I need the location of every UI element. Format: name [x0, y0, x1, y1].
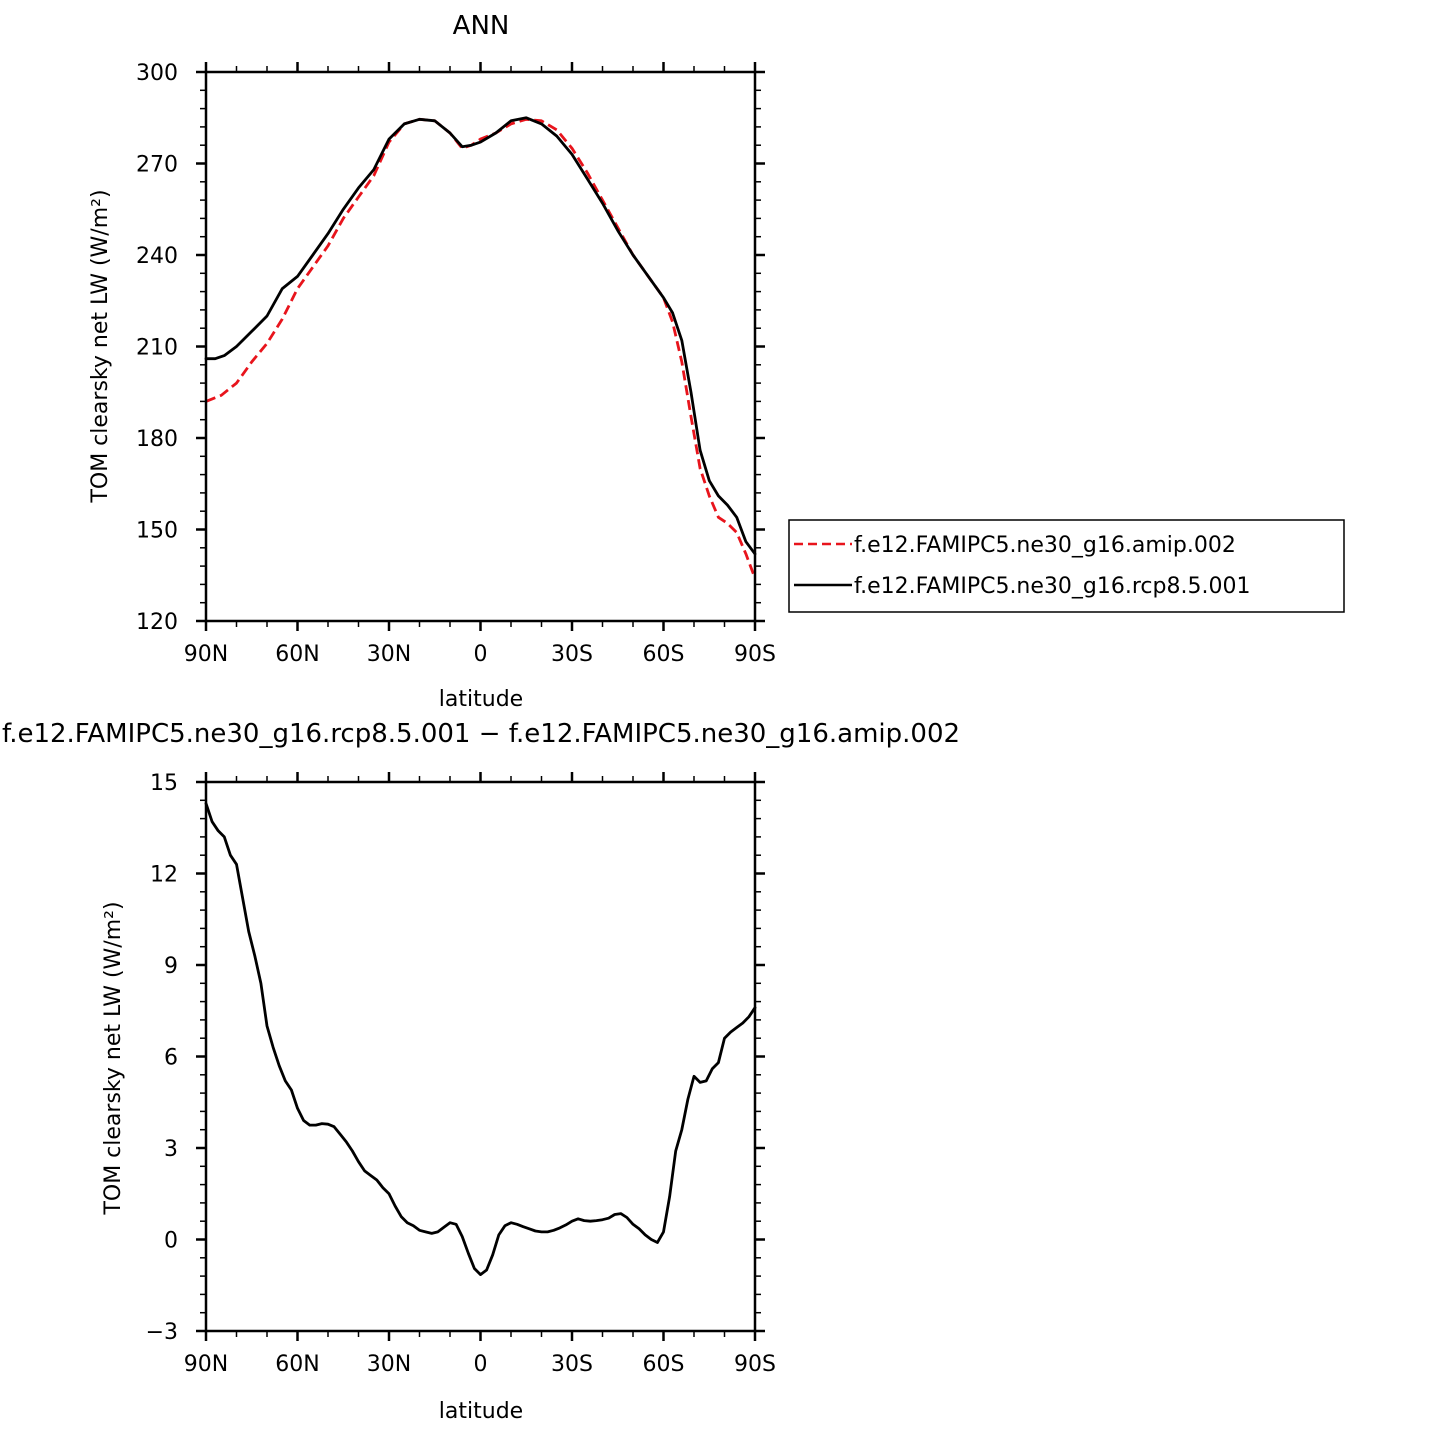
top-tick-labels: 90N 60N 30N 0 30S 60S 90S 120 150 180 210 240 270 300 — [136, 61, 776, 667]
top-x-tick-label: 30N — [367, 642, 411, 667]
top-series-lines — [204, 116, 757, 579]
top-y-tick-label: 300 — [136, 61, 178, 86]
bottom-x-tick-label: 0 — [474, 1352, 488, 1377]
bottom-chart-title: f.e12.FAMIPC5.ne30_g16.rcp8.5.001 − f.e1… — [2, 719, 960, 749]
bottom-x-tick-label: 90N — [184, 1352, 228, 1377]
top-axis-ticks — [196, 62, 765, 631]
bottom-series-lines — [204, 802, 757, 1276]
bottom-y-tick-label: 9 — [164, 954, 178, 979]
bottom-series-line-0 — [204, 802, 757, 1276]
bottom-y-tick-label: 6 — [164, 1046, 178, 1071]
difference-panel: f.e12.FAMIPC5.ne30_g16.rcp8.5.001 − f.e1… — [2, 719, 960, 1424]
bottom-x-tick-label: 60N — [275, 1352, 319, 1377]
bottom-y-tick-label: 15 — [150, 771, 178, 796]
top-x-tick-label: 30S — [551, 642, 593, 667]
top-x-tick-label: 90S — [734, 642, 776, 667]
top-x-tick-label: 60N — [275, 642, 319, 667]
legend: f.e12.FAMIPC5.ne30_g16.amip.002 f.e12.FA… — [788, 519, 1345, 613]
bottom-y-tick-label: −3 — [146, 1320, 178, 1345]
bottom-y-tick-label: 12 — [150, 863, 178, 888]
bottom-x-tick-label: 60S — [643, 1352, 685, 1377]
top-plot-frame — [204, 70, 757, 623]
top-y-axis-label: TOM clearsky net LW (W/m²) — [88, 189, 113, 503]
bottom-tick-labels: 90N 60N 30N 0 30S 60S 90S −3 0 3 6 9 12 15 — [146, 771, 776, 1377]
bottom-y-axis-label: TOM clearsky net LW (W/m²) — [101, 901, 126, 1215]
top-y-tick-label: 120 — [136, 610, 178, 635]
top-series-line-0 — [205, 117, 757, 579]
top-y-tick-label: 270 — [136, 153, 178, 178]
top-y-tick-label: 210 — [136, 336, 178, 361]
top-x-tick-label: 60S — [643, 642, 685, 667]
annual-mean-panel: ANN 90N 60N 30N 0 30S 60S 90S 120 150 180 210 240 27… — [88, 11, 776, 712]
bottom-x-tick-label: 90S — [734, 1352, 776, 1377]
top-chart-title: ANN — [453, 11, 510, 41]
bottom-axis-ticks — [196, 772, 765, 1341]
top-x-axis-label: latitude — [439, 687, 523, 712]
legend-label-rcp: f.e12.FAMIPC5.ne30_g16.rcp8.5.001 — [854, 574, 1250, 599]
top-y-tick-label: 150 — [136, 519, 178, 544]
top-x-tick-label: 90N — [184, 642, 228, 667]
top-y-tick-label: 180 — [136, 427, 178, 452]
bottom-plot-frame — [204, 780, 757, 1333]
bottom-x-tick-label: 30S — [551, 1352, 593, 1377]
bottom-x-tick-label: 30N — [367, 1352, 411, 1377]
top-series-line-1 — [204, 116, 757, 556]
bottom-x-axis-label: latitude — [439, 1399, 523, 1424]
top-y-tick-label: 240 — [136, 244, 178, 269]
top-x-tick-label: 0 — [474, 642, 488, 667]
bottom-y-tick-label: 0 — [164, 1229, 178, 1254]
legend-label-amip: f.e12.FAMIPC5.ne30_g16.amip.002 — [854, 533, 1236, 558]
legend-box — [788, 519, 1345, 613]
bottom-y-tick-label: 3 — [164, 1137, 178, 1162]
